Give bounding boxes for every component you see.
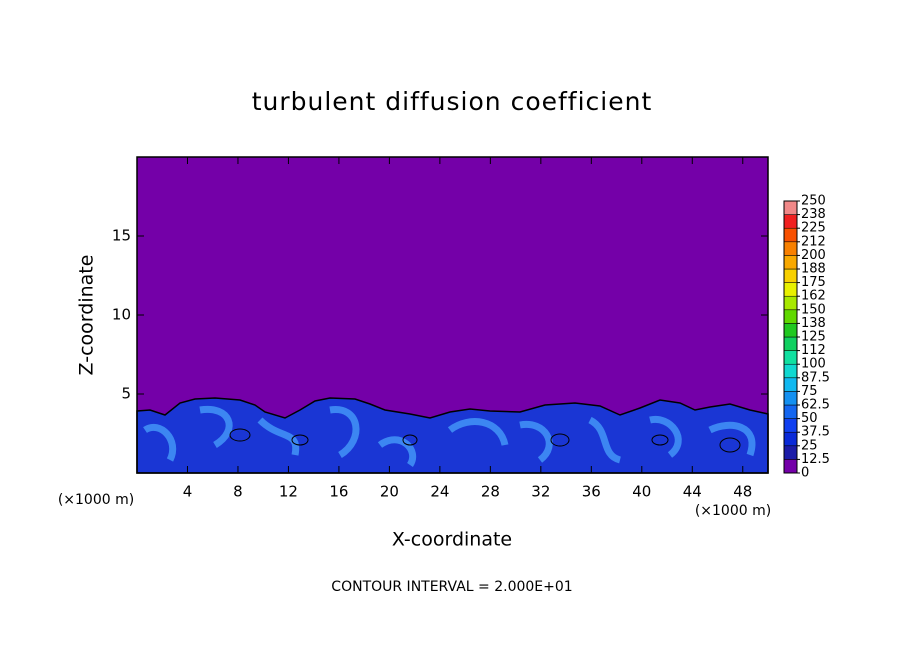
colorbar-label: 200 xyxy=(801,248,826,263)
x-tick-label: 4 xyxy=(183,483,193,501)
x-tick-label: 24 xyxy=(430,483,449,501)
x-axis-label: X-coordinate xyxy=(392,529,512,551)
colorbar-label: 0 xyxy=(801,466,809,481)
colorbar-band xyxy=(783,459,798,474)
colorbar-label: 37.5 xyxy=(801,425,830,440)
x-tick-label: 36 xyxy=(582,483,601,501)
x-tick-label: 8 xyxy=(233,483,243,501)
x-tick-label: 40 xyxy=(632,483,651,501)
colorbar-label: 75 xyxy=(801,384,818,399)
colorbar-band xyxy=(783,268,798,283)
y-tick-label: 5 xyxy=(121,385,131,403)
colorbar-label: 175 xyxy=(801,275,826,290)
colorbar-band xyxy=(783,445,798,460)
colorbar-band xyxy=(783,418,798,433)
colorbar-label: 100 xyxy=(801,357,826,372)
colorbar-band xyxy=(783,336,798,351)
colorbar-label: 62.5 xyxy=(801,398,830,413)
chart-title: turbulent diffusion coefficient xyxy=(252,87,653,116)
annotation: CONTOUR INTERVAL = 2.000E+01 xyxy=(331,579,572,595)
colorbar-label: 125 xyxy=(801,330,826,345)
colorbar-band xyxy=(783,391,798,406)
colorbar-label: 250 xyxy=(801,194,826,209)
colorbar-band xyxy=(783,363,798,379)
y-tick-label: 15 xyxy=(112,227,131,245)
x-tick-label: 16 xyxy=(329,483,348,501)
colorbar-label: 25 xyxy=(801,438,818,453)
x-tick-label: 48 xyxy=(733,483,752,501)
colorbar-band xyxy=(783,255,798,270)
colorbar-band xyxy=(783,377,798,392)
colorbar-band xyxy=(783,431,798,447)
colorbar-label: 162 xyxy=(801,289,826,304)
x-tick-label: 20 xyxy=(380,483,399,501)
colorbar-label: 150 xyxy=(801,302,826,317)
x-tick-label: 28 xyxy=(481,483,500,501)
colorbar-band xyxy=(783,350,798,365)
colorbar-band xyxy=(783,200,798,215)
colorbar-band xyxy=(783,323,798,338)
colorbar-label: 87.5 xyxy=(801,370,830,385)
x-unit-left: (×1000 m) xyxy=(58,492,134,508)
colorbar-label: 12.5 xyxy=(801,452,830,467)
colorbar-band xyxy=(783,241,798,256)
field xyxy=(136,397,769,474)
colorbar-label: 138 xyxy=(801,316,826,331)
x-tick-label: 32 xyxy=(531,483,550,501)
colorbar-label: 212 xyxy=(801,234,826,249)
y-axis-label: Z-coordinate xyxy=(76,255,98,376)
x-tick-label: 12 xyxy=(279,483,298,501)
x-tick-label: 44 xyxy=(683,483,702,501)
colorbar-label: 112 xyxy=(801,343,826,358)
colorbar-frame xyxy=(783,200,798,474)
field-contours xyxy=(229,428,741,453)
colorbar-band xyxy=(783,309,798,324)
colorbar-band xyxy=(783,404,798,419)
colorbar-label: 225 xyxy=(801,221,826,236)
colorbar-band xyxy=(783,295,798,311)
colorbar-band xyxy=(783,214,798,229)
x-unit-right: (×1000 m) xyxy=(695,503,771,519)
colorbar-band xyxy=(783,227,798,243)
colorbar-label: 238 xyxy=(801,207,826,222)
colorbar-band xyxy=(783,282,798,297)
colorbar-label: 188 xyxy=(801,262,826,277)
y-tick-label: 10 xyxy=(112,306,131,324)
colorbar-label: 50 xyxy=(801,411,818,426)
